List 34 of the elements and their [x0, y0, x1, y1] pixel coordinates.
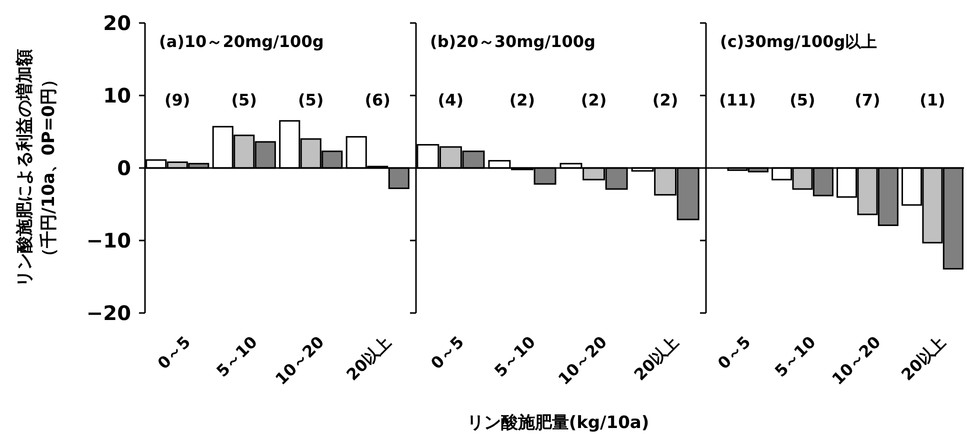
annotation: (2) [509, 90, 536, 110]
x-tick-label: 20以上 [630, 332, 682, 384]
annotation: (5) [298, 90, 324, 110]
y-axis-title: リン酸施肥による利益の増加額（千円/10a、0P=0円） [14, 49, 59, 287]
x-tick-label: 5～10 [212, 332, 261, 381]
annotation: (7) [854, 90, 880, 110]
x-tick-label: 20以上 [342, 332, 394, 384]
annotation: (1) [920, 90, 946, 110]
annotation: (6) [364, 90, 391, 110]
y-tick-label: −10 [86, 228, 131, 252]
x-tick-label: 0～5 [427, 332, 468, 373]
x-tick-label: 5～10 [490, 332, 540, 381]
annotation: (2) [580, 90, 607, 110]
y-tick-label: 20 [103, 11, 131, 35]
annotation: (4) [438, 90, 464, 110]
annotation: (5) [790, 90, 816, 110]
x-tick-label: 10～20 [554, 332, 611, 389]
x-tick-label: 20以上 [898, 332, 950, 384]
x-tick-label: 0～5 [154, 332, 194, 373]
x-axis-title: リン酸施肥量(kg/10a) [466, 413, 650, 433]
annotation: (5) [231, 90, 258, 110]
y-tick-label: 0 [117, 156, 131, 180]
annotation: (2) [652, 90, 678, 110]
text: (b)20～30mg/100g [430, 32, 596, 51]
x-tick-label: 10～20 [828, 332, 884, 389]
annotation: (9) [164, 90, 190, 110]
x-tick-label: 0～5 [714, 332, 754, 373]
x-tick-label: 10～20 [271, 332, 328, 389]
text: (c)30mg/100g以上 [720, 32, 878, 51]
x-tick-label: 5～10 [770, 332, 820, 381]
y-tick-label: 10 [103, 84, 131, 108]
y-tick-label: −20 [86, 301, 131, 325]
annotation: (11) [719, 90, 756, 110]
text: (a)10～20mg/100g [159, 32, 324, 51]
